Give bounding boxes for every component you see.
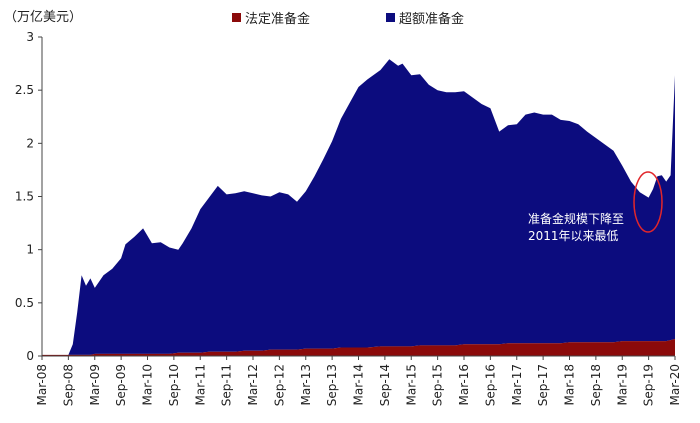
x-tick-label: Sep-19 — [642, 364, 656, 406]
x-tick-label: Mar-16 — [457, 364, 471, 405]
y-tick-label: 2 — [26, 136, 34, 150]
y-axis-unit-label: （万亿美元） — [4, 10, 83, 25]
x-tick-label: Mar-19 — [615, 364, 629, 405]
x-tick-label: Sep-18 — [589, 364, 603, 406]
x-tick-label: Sep-16 — [483, 364, 497, 406]
legend-swatch-required — [232, 13, 241, 22]
area-series-required-reserves — [42, 339, 675, 356]
x-tick-label: Mar-10 — [141, 364, 155, 405]
y-tick-label: 1.5 — [15, 190, 34, 204]
x-tick-label: Mar-14 — [352, 364, 366, 405]
x-tick-label: Mar-15 — [404, 364, 418, 405]
legend-required: 法定准备金 — [232, 8, 310, 27]
y-tick-label: 0.5 — [15, 296, 34, 310]
y-tick-label: 1 — [26, 243, 34, 257]
x-tick-label: Sep-15 — [431, 364, 445, 406]
x-tick-label: Mar-09 — [88, 364, 102, 405]
x-tick-label: Sep-08 — [61, 364, 75, 406]
x-tick-label: Mar-20 — [668, 364, 682, 405]
x-tick-label: Sep-11 — [220, 364, 234, 406]
chart-annotation: 准备金规模下降至 2011年以来最低 — [528, 211, 624, 245]
x-tick-label: Mar-08 — [35, 364, 49, 405]
x-tick-label: Sep-09 — [114, 364, 128, 406]
legend-label-excess: 超额准备金 — [399, 12, 465, 27]
y-tick-label: 2.5 — [15, 83, 34, 97]
legend-label-required: 法定准备金 — [245, 12, 311, 27]
x-tick-label: Mar-17 — [510, 364, 524, 405]
area-series-excess-reserves — [42, 59, 675, 355]
highlight-ellipse — [633, 171, 663, 233]
annotation-line-1: 准备金规模下降至 — [528, 212, 625, 226]
x-tick-label: Mar-13 — [299, 364, 313, 405]
x-tick-label: Sep-13 — [325, 364, 339, 406]
annotation-line-2: 2011年以来最低 — [528, 229, 619, 243]
legend-swatch-excess — [386, 13, 395, 22]
x-tick-label: Mar-11 — [193, 364, 207, 405]
x-tick-label: Mar-12 — [246, 364, 260, 405]
x-tick-label: Sep-12 — [272, 364, 286, 406]
y-tick-label: 0 — [26, 349, 34, 363]
x-tick-label: Sep-17 — [536, 364, 550, 406]
legend-excess: 超额准备金 — [386, 8, 464, 27]
x-tick-label: Sep-10 — [167, 364, 181, 406]
x-tick-label: Mar-18 — [563, 364, 577, 405]
x-tick-label: Sep-14 — [378, 364, 392, 406]
y-tick-label: 3 — [26, 30, 34, 44]
